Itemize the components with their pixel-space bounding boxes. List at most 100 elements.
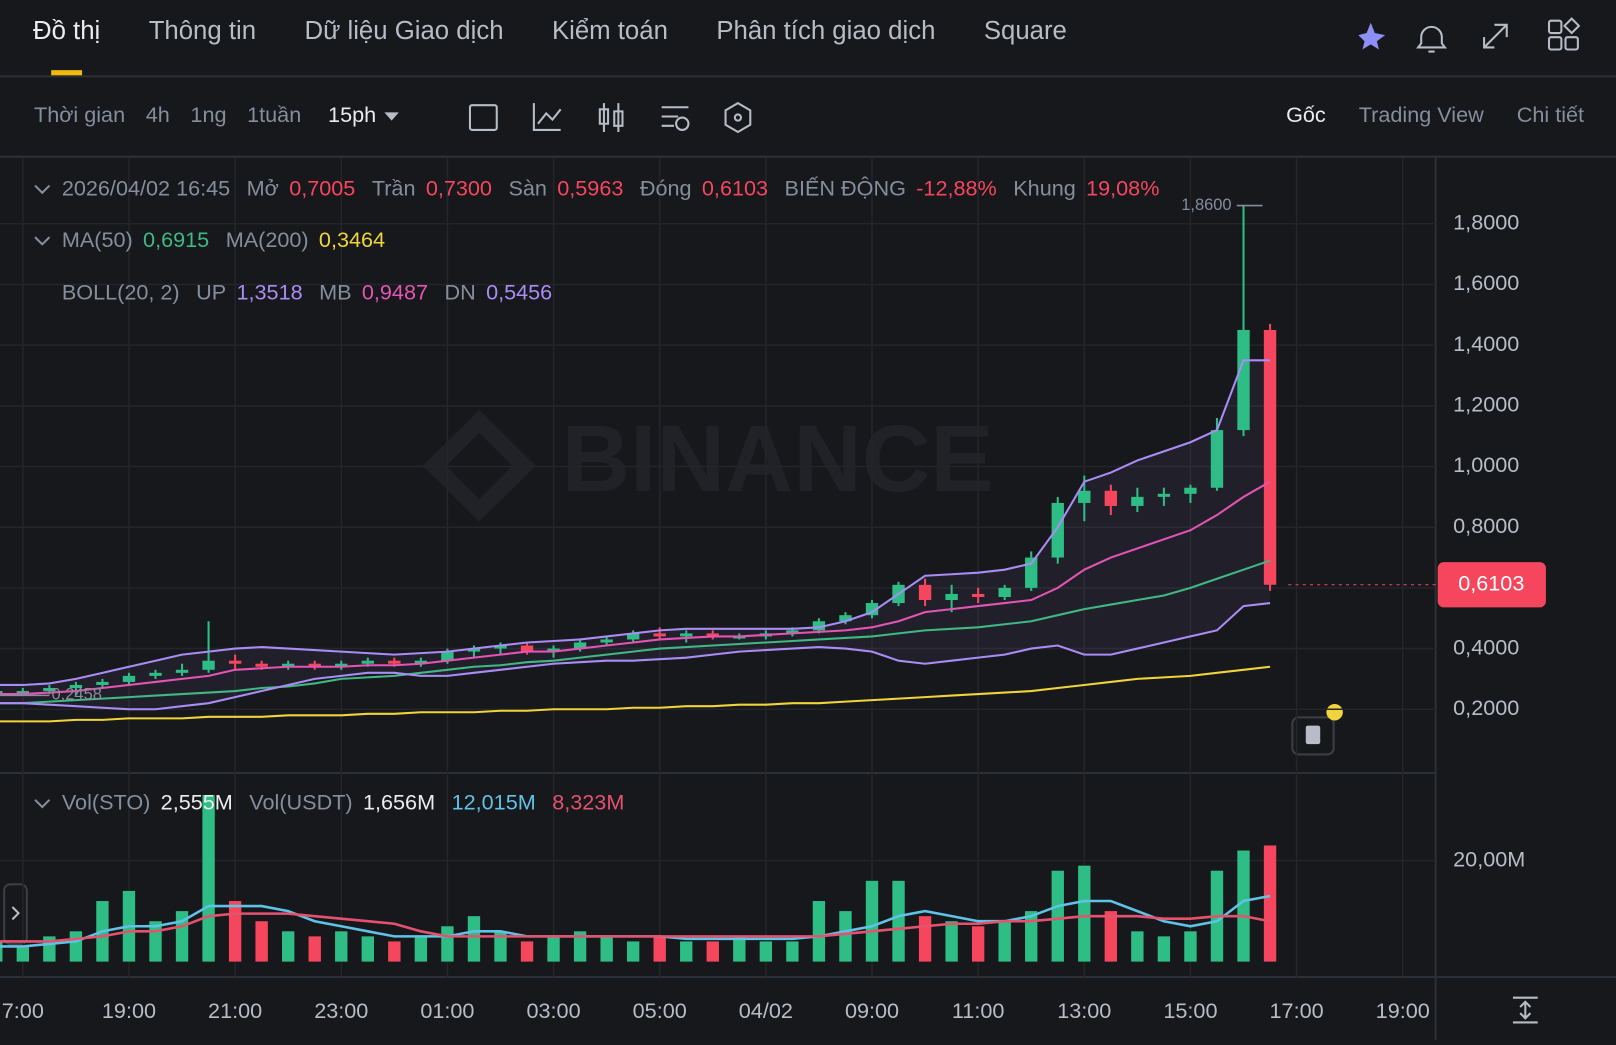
interval[interactable]: 4h xyxy=(146,102,170,127)
candle-body xyxy=(1157,493,1171,497)
depth-icon[interactable] xyxy=(733,113,743,122)
volume-bar xyxy=(547,936,560,962)
candle-body xyxy=(520,645,534,652)
candle-body xyxy=(945,593,958,601)
y-tick-label: 1,0000 xyxy=(1453,452,1519,477)
indicator-line xyxy=(0,359,1271,686)
candle-body xyxy=(441,651,454,661)
ai-icon[interactable] xyxy=(1358,22,1386,50)
candle-body xyxy=(600,639,613,643)
ma-value: 0,6915 xyxy=(143,227,209,252)
volume-label: Vol(USDT) xyxy=(249,790,352,815)
candle-body xyxy=(361,660,374,664)
candle-body xyxy=(971,593,985,597)
volume-bar xyxy=(388,941,401,962)
candle-body xyxy=(414,660,428,664)
info-value: 0,6103 xyxy=(702,175,768,200)
y-tick-label: 1,8000 xyxy=(1453,210,1519,235)
note-button[interactable] xyxy=(1291,716,1335,756)
candle-body xyxy=(573,642,587,649)
indicator-icon[interactable] xyxy=(532,103,562,131)
x-tick-label: 17:00 xyxy=(1270,998,1324,1023)
candle-body xyxy=(653,633,666,637)
info-value: 0,5963 xyxy=(557,175,623,200)
x-tick-label: 01:00 xyxy=(420,998,474,1023)
info-value: 19,08% xyxy=(1086,175,1159,200)
info-label: Sàn xyxy=(508,175,546,200)
x-tick-label: 04/02 xyxy=(739,998,793,1023)
tab[interactable]: Thông tin xyxy=(149,17,256,45)
view-option[interactable]: Chi tiết xyxy=(1517,102,1584,127)
volume-bar xyxy=(971,926,985,962)
x-tick-label: 13:00 xyxy=(1057,998,1111,1023)
volume-bar xyxy=(0,941,3,962)
candle-body xyxy=(680,633,693,637)
side-toggle[interactable] xyxy=(3,883,28,946)
settings-icon[interactable] xyxy=(675,116,690,131)
info-label: Mở xyxy=(247,175,279,200)
volume-bar xyxy=(282,931,295,962)
x-tick-label: 19:00 xyxy=(102,998,156,1023)
active-interval[interactable]: 15ph xyxy=(328,102,376,127)
interval[interactable]: 1tuần xyxy=(247,102,301,127)
chart-type-icon[interactable] xyxy=(598,103,624,132)
candle-body xyxy=(1210,430,1224,488)
toolbar-icons[interactable] xyxy=(3,17,1581,1024)
watermark: BINANCE xyxy=(562,406,994,512)
interval[interactable]: 1ng xyxy=(190,102,226,127)
info-value: -12,88% xyxy=(916,175,997,200)
candle-body xyxy=(69,684,83,689)
note-icon xyxy=(1305,725,1321,745)
candle-body xyxy=(282,663,295,667)
scale-icon[interactable] xyxy=(1512,996,1538,1024)
y-tick-label: 0,8000 xyxy=(1453,513,1519,538)
view-option[interactable]: Trading View xyxy=(1359,102,1484,127)
indicator-line xyxy=(0,602,1271,711)
collapse-chevron xyxy=(34,236,51,246)
volume-bar xyxy=(1051,870,1064,962)
candle-body xyxy=(547,648,560,652)
tab[interactable]: Đồ thị xyxy=(33,17,100,45)
calendar-icon[interactable] xyxy=(468,104,498,131)
candle-body xyxy=(1078,490,1091,503)
volume-bar xyxy=(573,931,587,962)
volume-bar xyxy=(865,880,879,962)
tab[interactable]: Kiểm toán xyxy=(552,17,668,45)
volume-bar xyxy=(69,931,83,962)
volume-bar xyxy=(839,911,852,962)
view-option[interactable]: Gốc xyxy=(1286,102,1326,127)
bell-icon[interactable] xyxy=(1416,25,1447,53)
candle-body xyxy=(16,691,30,694)
volume-bar xyxy=(202,794,215,962)
grid-icon[interactable] xyxy=(1547,19,1563,35)
boll-item-label: MB xyxy=(319,279,351,304)
boll-item-value: 1,3518 xyxy=(236,279,302,304)
y-tick-label: 1,4000 xyxy=(1453,331,1519,356)
active-tab-indicator xyxy=(51,70,83,76)
candle-body xyxy=(335,663,348,667)
candle-body xyxy=(467,648,481,652)
volume-bar xyxy=(1237,850,1250,962)
depth-icon[interactable] xyxy=(724,101,752,134)
settings-icon[interactable] xyxy=(661,106,689,127)
boll-label: BOLL(20, 2) xyxy=(62,279,180,304)
grid-icon[interactable] xyxy=(1547,36,1563,51)
info-label: BIẾN ĐỘNG xyxy=(785,175,906,200)
volume-bar xyxy=(467,916,481,962)
volume-bar xyxy=(918,916,932,962)
side-toggle[interactable] xyxy=(11,906,21,921)
info-label: Trần xyxy=(372,175,416,200)
tab[interactable]: Dữ liệu Giao dịch xyxy=(305,17,504,45)
volume-value: 1,656M xyxy=(363,790,435,815)
grid-icon[interactable] xyxy=(1563,17,1581,35)
grid-icon[interactable] xyxy=(1564,36,1579,51)
volume-ma-value: 12,015M xyxy=(452,790,536,815)
volume-bar xyxy=(733,936,746,962)
interval[interactable]: Thời gian xyxy=(34,102,125,127)
tab[interactable]: Phân tích giao dịch xyxy=(716,17,935,45)
tab[interactable]: Square xyxy=(984,17,1067,45)
expand-icon[interactable] xyxy=(1483,23,1508,49)
volume-bar xyxy=(441,926,454,962)
x-tick-label: 15:00 xyxy=(1163,998,1217,1023)
